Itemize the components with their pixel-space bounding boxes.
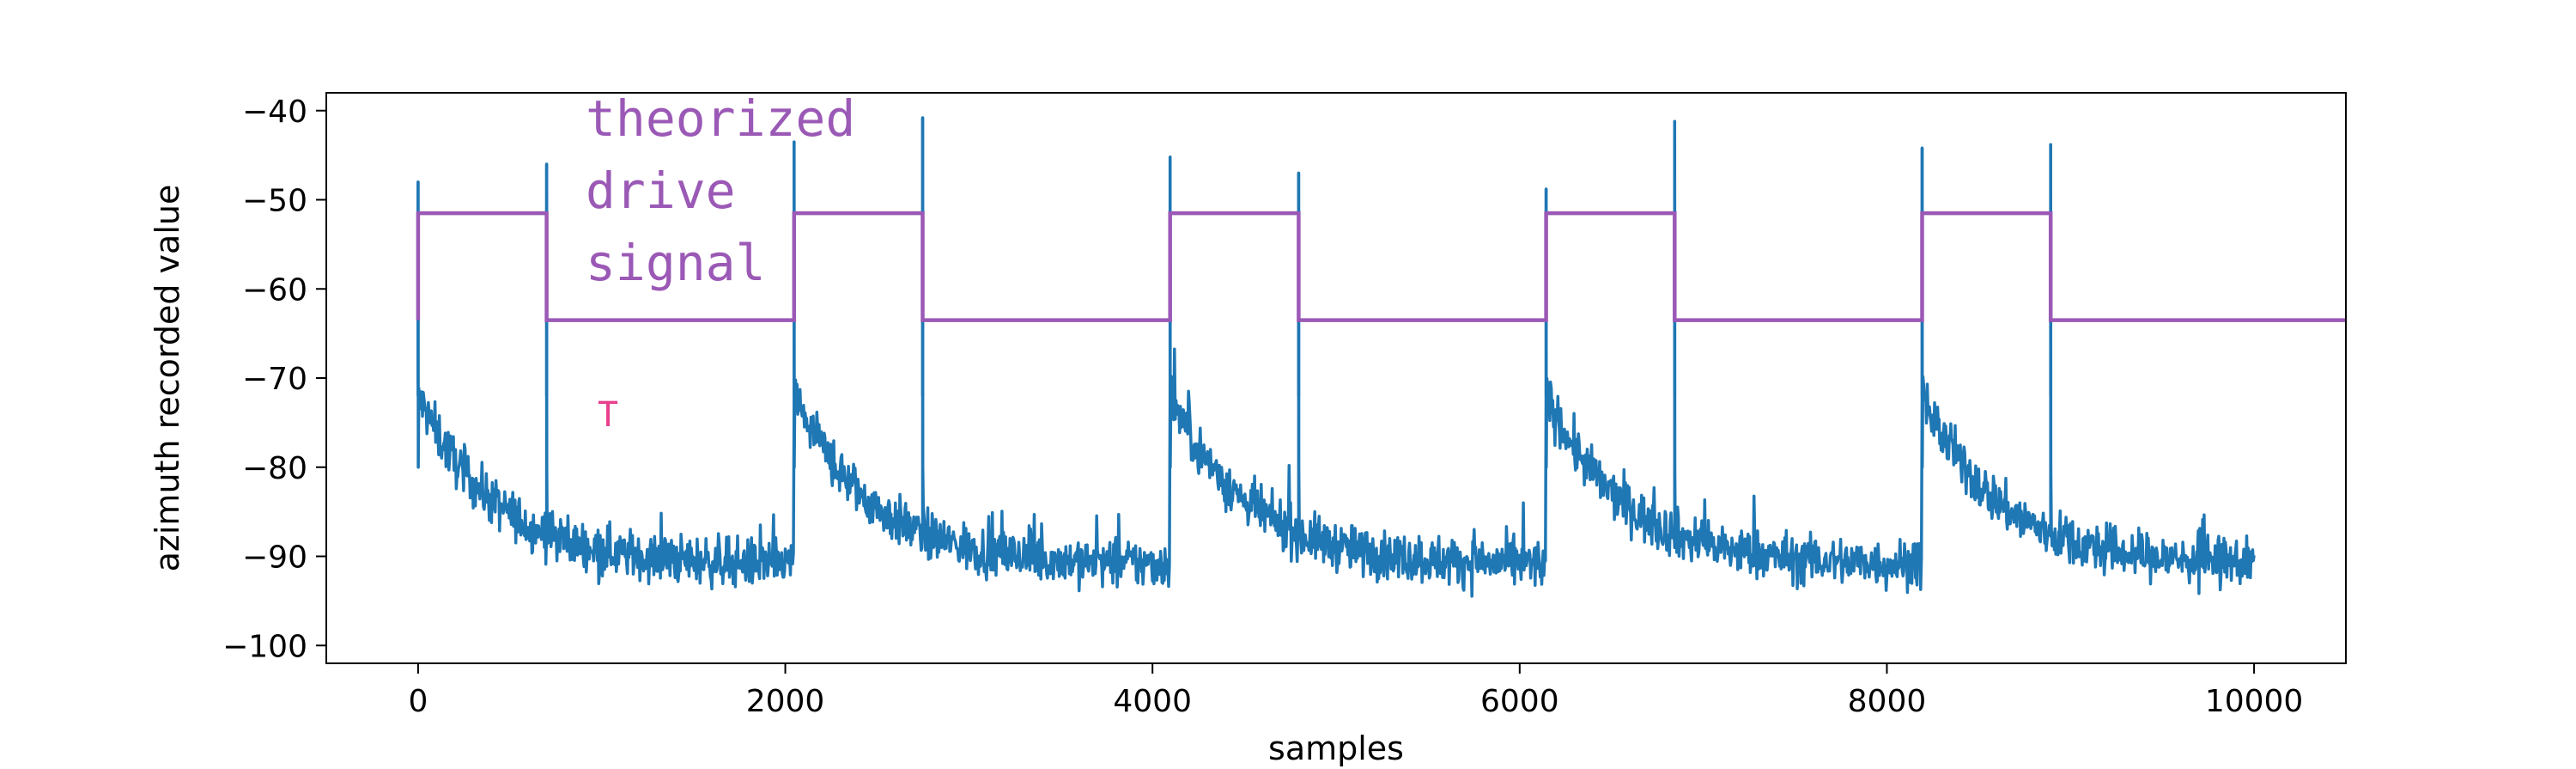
y-tick-label: −90 <box>242 540 307 576</box>
annotation-marker-t: T <box>598 395 618 435</box>
x-tick-label: 4000 <box>1113 684 1192 719</box>
annotation-line-1: theorized <box>586 89 855 148</box>
series-recorded-azimuth <box>416 116 2256 598</box>
annotation-line-3: signal <box>586 234 766 292</box>
x-tick-label: 6000 <box>1480 684 1559 719</box>
x-tick-label: 10000 <box>2205 684 2304 719</box>
y-tick-label: −80 <box>242 451 307 486</box>
x-axis-label: samples <box>1268 729 1404 767</box>
annotation-line-2: drive <box>586 162 736 220</box>
x-tick-label: 2000 <box>746 684 825 719</box>
y-tick-label: −50 <box>242 184 307 219</box>
y-axis: −100 −90 −80 −70 −60 −50 −40 <box>222 95 326 664</box>
x-axis: 0 2000 4000 6000 8000 10000 <box>408 663 2303 719</box>
x-tick-label: 0 <box>408 684 428 719</box>
y-axis-label: azimuth recorded value <box>149 185 186 572</box>
y-tick-label: −70 <box>242 362 307 397</box>
series-drive-signal <box>416 211 2346 322</box>
y-tick-label: −40 <box>242 95 307 130</box>
y-tick-label: −60 <box>242 272 307 308</box>
plot-frame <box>325 92 2347 664</box>
plot-area <box>416 116 2346 598</box>
y-tick-label: −100 <box>222 629 307 664</box>
x-tick-label: 8000 <box>1848 684 1927 719</box>
